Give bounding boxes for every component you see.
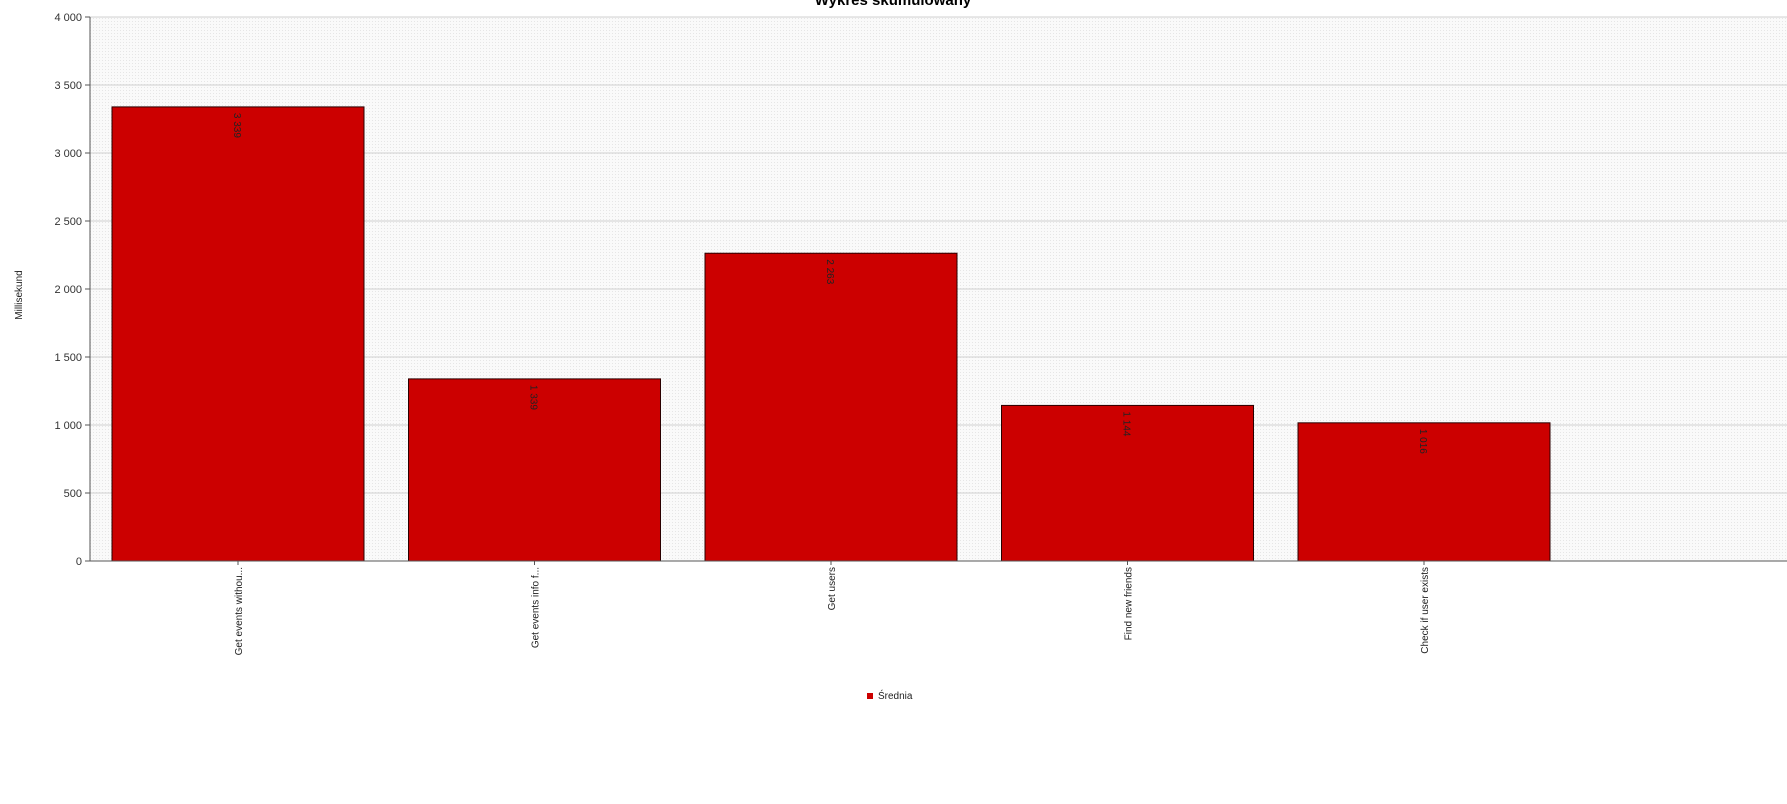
data-label: 1 144	[1121, 411, 1132, 436]
bar	[704, 252, 958, 562]
x-tick-label: Get events withou...	[234, 567, 245, 655]
data-label: 1 339	[528, 385, 539, 410]
legend-swatch	[867, 693, 873, 699]
x-tick-labels: Get events withou... Get events info f...…	[234, 561, 1431, 655]
bar	[111, 106, 365, 562]
legend-label: Średnia	[878, 689, 913, 702]
data-label: 3 339	[231, 113, 242, 138]
y-tick-label: 500	[64, 488, 82, 500]
data-label: 1 016	[1417, 429, 1428, 454]
bars	[111, 106, 1551, 562]
y-tick-label: 1 000	[54, 420, 82, 432]
y-tick-label: 0	[76, 556, 82, 568]
y-tick-label: 2 000	[54, 284, 82, 296]
x-tick-label: Get events info f...	[531, 567, 542, 648]
x-tick-label: Get users	[827, 567, 838, 610]
data-label: 2 263	[824, 259, 835, 284]
legend: Średnia	[867, 689, 913, 702]
y-tick-label: 3 500	[54, 80, 82, 92]
y-tick-label: 3 000	[54, 148, 82, 160]
bar	[1297, 422, 1551, 562]
y-axis-title: Millisekund	[14, 270, 25, 319]
y-tick-label: 4 000	[54, 12, 82, 24]
bar	[408, 378, 661, 562]
y-tick-labels: 0 500 1 000 1 500 2 000 2 500 3 000 3 500 4 000	[54, 12, 90, 568]
chart-title: Wykres skumulowany	[815, 0, 972, 9]
x-tick-label: Find new friends	[1124, 567, 1135, 640]
data-labels: 3 339 1 339 2 263 1 144 1 016	[231, 113, 1428, 454]
y-tick-label: 1 500	[54, 352, 82, 364]
x-tick-label: Check if user exists	[1420, 567, 1431, 654]
y-tick-label: 2 500	[54, 216, 82, 228]
bar	[1001, 404, 1254, 562]
